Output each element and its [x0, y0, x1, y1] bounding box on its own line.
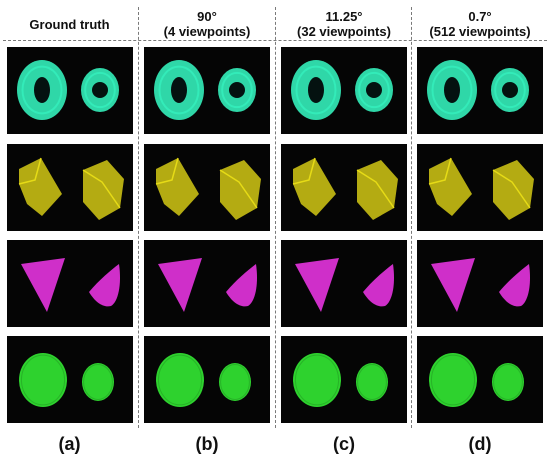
column-divider-1: [138, 7, 139, 428]
panel-sphere-4: [417, 336, 543, 423]
label-d: (d): [468, 434, 492, 454]
sphere-right: [82, 363, 114, 401]
torus-left: [154, 60, 204, 120]
torus-left: [17, 60, 67, 120]
cone-right: [89, 264, 121, 307]
sphere-left: [429, 353, 477, 407]
header-11-25-degree-line1: 11.25°: [325, 9, 363, 24]
sphere-left: [293, 353, 341, 407]
cone-right: [363, 264, 395, 307]
header-90-degree-line2: (4 viewpoints): [163, 24, 251, 39]
torus-left: [427, 60, 477, 120]
label-c: (c): [333, 434, 355, 454]
cone-left: [158, 258, 202, 312]
label-a: (a): [58, 434, 81, 454]
cube-left: [155, 157, 199, 216]
cube-right: [356, 160, 398, 220]
header-90-degree-line1: 90°: [197, 9, 217, 24]
panel-cube-2: [144, 144, 270, 231]
panel-cone-1: [7, 240, 133, 327]
header-0-7-degree-line1: 0.7°: [468, 9, 492, 24]
sphere-right: [219, 363, 251, 401]
column-divider-2: [275, 7, 276, 428]
cone-left: [431, 258, 475, 312]
header-ground-truth-line1: Ground truth: [29, 16, 110, 32]
sphere-left: [156, 353, 204, 407]
sphere-right: [492, 363, 524, 401]
cone-right: [226, 264, 258, 307]
cube-right: [82, 160, 124, 220]
panel-torus-2: [144, 47, 270, 134]
panel-sphere-3: [281, 336, 407, 423]
cube-right: [492, 160, 534, 220]
torus-left: [291, 60, 341, 120]
header-0-7-degree: 0.7° (512 viewpoints): [414, 8, 546, 40]
header-90-degree: 90° (4 viewpoints): [141, 8, 273, 40]
panel-cube-3: [281, 144, 407, 231]
label-b: (b): [195, 434, 219, 454]
panel-torus-1: [7, 47, 133, 134]
panel-cone-2: [144, 240, 270, 327]
header-11-25-degree-line2: (32 viewpoints): [297, 24, 391, 39]
cube-left: [18, 157, 62, 216]
panel-cube-4: [417, 144, 543, 231]
panel-torus-4: [417, 47, 543, 134]
cone-right: [499, 264, 531, 307]
torus-right: [81, 68, 119, 112]
torus-right: [355, 68, 393, 112]
panel-cone-3: [281, 240, 407, 327]
header-ground-truth: Ground truth: [4, 8, 135, 40]
sphere-left: [19, 353, 67, 407]
panel-sphere-1: [7, 336, 133, 423]
header-0-7-degree-line2: (512 viewpoints): [429, 24, 531, 39]
sphere-right: [356, 363, 388, 401]
torus-right: [491, 68, 529, 112]
panel-cube-1: [7, 144, 133, 231]
column-divider-3: [411, 7, 412, 428]
cube-left: [428, 157, 472, 216]
cone-left: [21, 258, 65, 312]
header-11-25-degree: 11.25° (32 viewpoints): [278, 8, 410, 40]
panel-torus-3: [281, 47, 407, 134]
cube-left: [292, 157, 336, 216]
cone-left: [295, 258, 339, 312]
cube-right: [219, 160, 261, 220]
panel-cone-4: [417, 240, 543, 327]
torus-right: [218, 68, 256, 112]
panel-sphere-2: [144, 336, 270, 423]
